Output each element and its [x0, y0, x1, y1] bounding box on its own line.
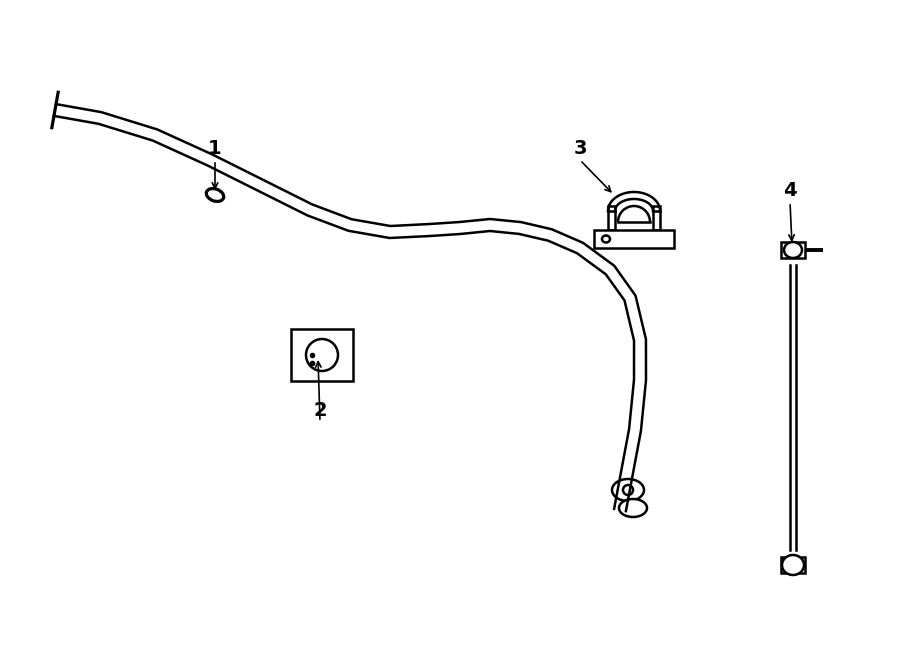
Text: 2: 2	[313, 401, 327, 420]
Bar	[608, 206, 615, 230]
Ellipse shape	[612, 479, 644, 501]
Bar	[291, 329, 353, 381]
Circle shape	[306, 339, 338, 371]
Circle shape	[623, 485, 633, 495]
Bar	[781, 242, 805, 258]
Bar	[594, 230, 674, 248]
Bar	[781, 557, 805, 573]
Text: 1: 1	[208, 139, 221, 157]
Ellipse shape	[206, 188, 224, 202]
Ellipse shape	[782, 555, 804, 575]
Bar	[653, 206, 660, 230]
Ellipse shape	[602, 235, 610, 243]
Ellipse shape	[619, 499, 647, 517]
Ellipse shape	[784, 242, 802, 258]
Text: 3: 3	[573, 139, 587, 157]
Text: 4: 4	[783, 180, 796, 200]
